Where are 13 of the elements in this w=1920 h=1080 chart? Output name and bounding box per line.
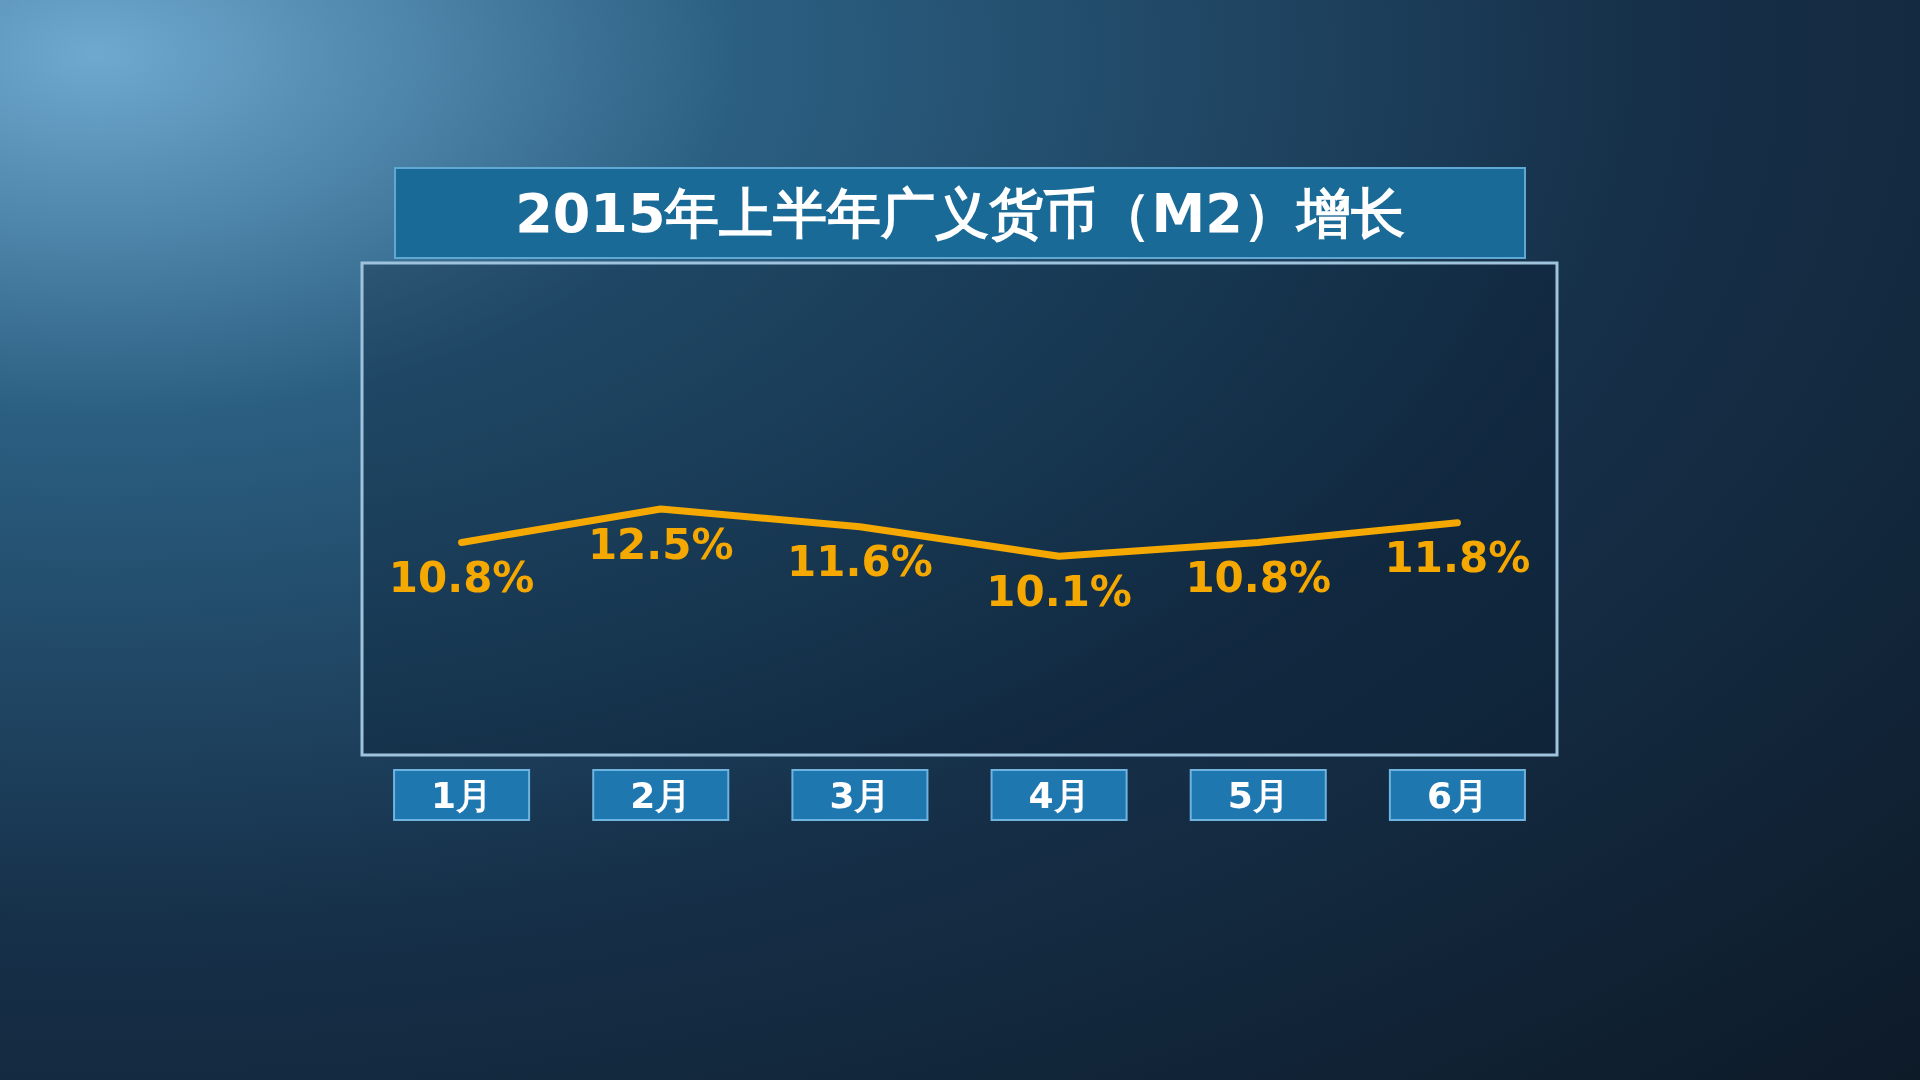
data-label: 10.8% [388, 552, 535, 602]
data-label: 11.6% [787, 537, 933, 587]
x-tick-label: 4月 [1028, 774, 1090, 816]
data-label: 10.1% [986, 566, 1132, 616]
data-label: 11.8% [1384, 533, 1531, 583]
chart-title: 2015年上半年广义货币（M2）增长 [515, 181, 1405, 245]
data-label: 12.5% [587, 519, 734, 569]
x-tick-label: 5月 [1227, 774, 1289, 816]
data-label: 10.8% [1185, 552, 1332, 602]
x-tick-label: 1月 [431, 774, 493, 816]
x-tick-label: 2月 [630, 774, 692, 816]
x-tick-label: 6月 [1426, 774, 1488, 816]
x-tick-label: 3月 [829, 774, 891, 816]
